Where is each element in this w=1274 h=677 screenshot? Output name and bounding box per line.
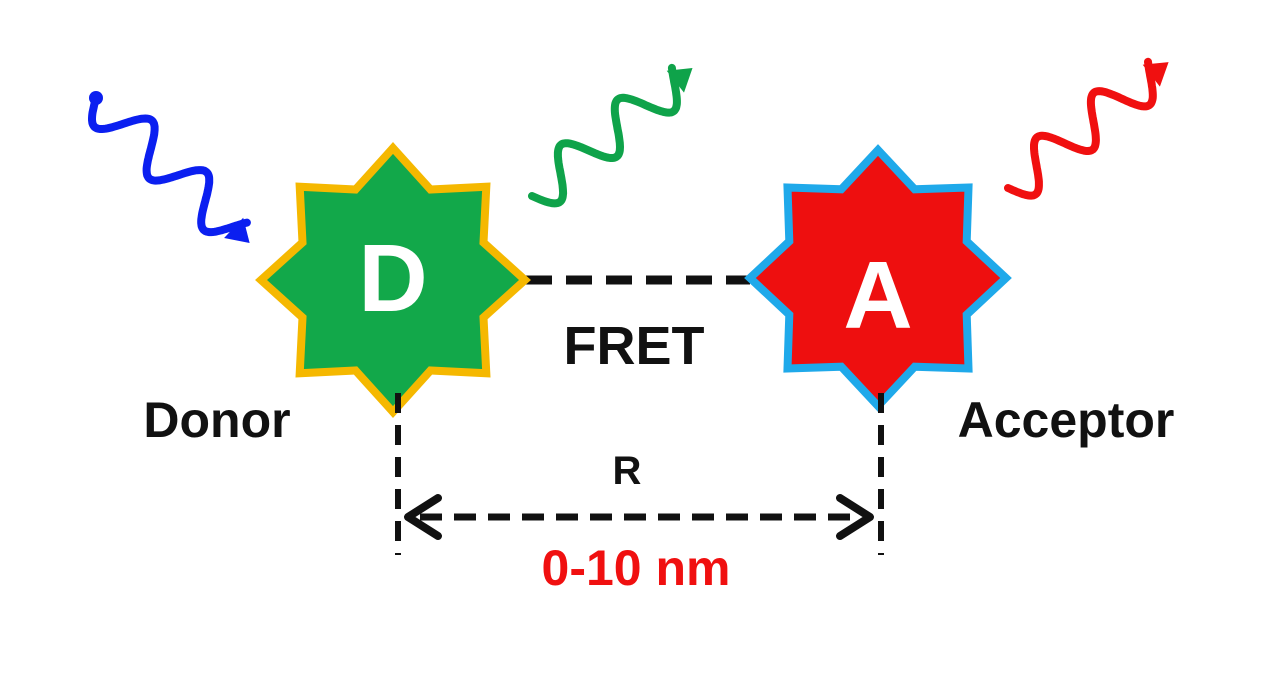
donor-letter: D <box>358 225 427 332</box>
fret-label: FRET <box>564 316 705 376</box>
acceptor-letter: A <box>843 242 912 349</box>
donor-star: D <box>255 142 531 418</box>
distance-arrow <box>404 494 874 540</box>
distance-range: 0-10 nm <box>542 540 731 596</box>
acceptor-emission-wave <box>1004 57 1169 200</box>
donor-emission-wave <box>528 63 693 208</box>
acceptor-label: Acceptor <box>958 392 1175 448</box>
distance-symbol: R <box>613 449 642 493</box>
acceptor-star: A <box>744 144 1012 412</box>
excitation-wave <box>88 91 251 243</box>
donor-label: Donor <box>143 392 290 448</box>
